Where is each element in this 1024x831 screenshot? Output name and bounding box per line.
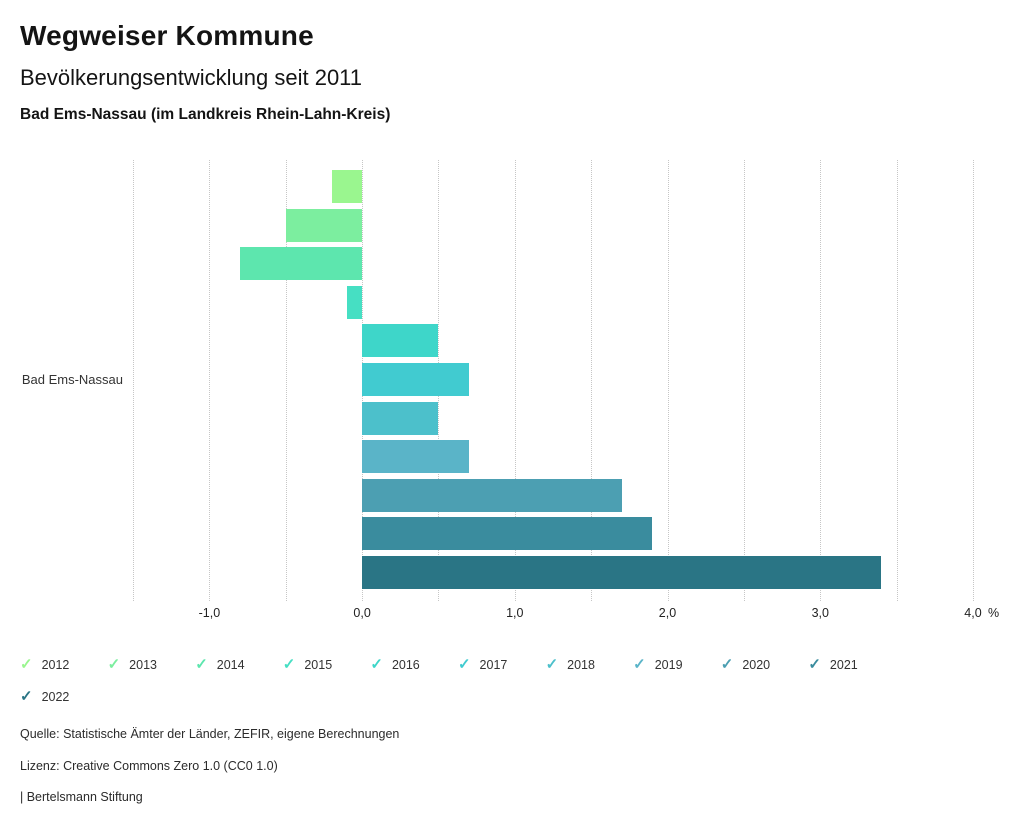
x-tick-label: 2,0 bbox=[658, 606, 677, 620]
legend-item-2019[interactable]: ✓ 2019 bbox=[633, 656, 721, 673]
legend-item-2012[interactable]: ✓ 2012 bbox=[20, 656, 108, 673]
checkmark-icon: ✓ bbox=[720, 656, 734, 673]
legend-year-label: 2015 bbox=[304, 657, 333, 672]
legend-year-label: 2018 bbox=[567, 657, 595, 672]
legend-year-label: 2021 bbox=[829, 657, 858, 672]
app-title: Wegweiser Kommune bbox=[20, 20, 314, 51]
checkmark-icon: ✓ bbox=[20, 656, 33, 673]
checkmark-icon: ✓ bbox=[545, 656, 559, 673]
legend-item-2017[interactable]: ✓ 2017 bbox=[458, 656, 546, 673]
x-tick-label: 0,0 bbox=[353, 606, 371, 620]
checkmark-icon: ✓ bbox=[195, 656, 208, 673]
legend-item-2014[interactable]: ✓ 2014 bbox=[195, 656, 283, 673]
legend-year-label: 2020 bbox=[742, 657, 771, 672]
bar-2013[interactable] bbox=[285, 208, 363, 242]
y-axis-category-label: Bad Ems-Nassau bbox=[21, 372, 123, 387]
gridline bbox=[133, 160, 134, 601]
legend-year-label: 2016 bbox=[391, 657, 420, 672]
legend-year-label: 2014 bbox=[216, 657, 245, 672]
gridline bbox=[973, 160, 974, 601]
plot-area bbox=[133, 160, 974, 601]
x-tick-label: 4,0 bbox=[964, 606, 982, 620]
x-axis: % -1,0 0,0 1,0 2,0 3,0 4,0 bbox=[0, 606, 1024, 624]
checkmark-icon: ✓ bbox=[633, 656, 646, 673]
checkmark-icon: ✓ bbox=[457, 656, 471, 673]
legend: ✓ 2012 ✓ 2013 ✓ 2014 ✓ 2015 ✓ 2016 ✓ 2017 ✓ 2018 ✓ 2019… bbox=[20, 656, 920, 705]
x-tick-label: -1,0 bbox=[198, 606, 221, 620]
legend-year-label: 2019 bbox=[654, 657, 683, 672]
bar-2012[interactable] bbox=[331, 170, 363, 203]
bar-2016[interactable] bbox=[362, 324, 439, 358]
bar-2015[interactable] bbox=[346, 285, 363, 319]
checkmark-icon: ✓ bbox=[20, 688, 33, 705]
legend-item-2020[interactable]: ✓ 2020 bbox=[721, 656, 809, 673]
gridline bbox=[285, 160, 287, 601]
bar-2021[interactable] bbox=[362, 517, 653, 551]
legend-year-label: 2017 bbox=[479, 657, 508, 672]
bar-2020[interactable] bbox=[362, 478, 622, 512]
x-tick-label: 3,0 bbox=[811, 606, 829, 620]
bar-2018[interactable] bbox=[362, 401, 439, 435]
gridline bbox=[820, 160, 822, 601]
x-axis-unit-label: % bbox=[988, 606, 1000, 620]
checkmark-icon: ✓ bbox=[370, 656, 383, 673]
legend-item-2022[interactable]: ✓ 2022 bbox=[20, 688, 108, 705]
bar-2019[interactable] bbox=[362, 440, 469, 474]
chart-subtitle: Bad Ems-Nassau (im Landkreis Rhein-Lahn-… bbox=[20, 106, 391, 123]
checkmark-icon: ✓ bbox=[808, 656, 821, 673]
legend-item-2016[interactable]: ✓ 2016 bbox=[370, 656, 458, 673]
legend-year-label: 2012 bbox=[41, 657, 70, 672]
gridline bbox=[896, 160, 898, 601]
chart-title: Bevölkerungsentwicklung seit 2011 bbox=[20, 65, 363, 90]
legend-item-2018[interactable]: ✓ 2018 bbox=[546, 656, 634, 673]
bar-2017[interactable] bbox=[362, 363, 469, 396]
legend-year-label: 2022 bbox=[41, 689, 70, 704]
legend-item-2015[interactable]: ✓ 2015 bbox=[283, 656, 371, 673]
source-note: Quelle: Statistische Ämter der Länder, Z… bbox=[20, 727, 400, 741]
gridline bbox=[667, 160, 669, 601]
gridline bbox=[514, 160, 516, 601]
bar-2014[interactable] bbox=[239, 247, 363, 281]
gridline bbox=[591, 160, 593, 601]
attribution-note: | Bertelsmann Stiftung bbox=[20, 790, 143, 804]
checkmark-icon: ✓ bbox=[107, 656, 121, 673]
legend-item-2021[interactable]: ✓ 2021 bbox=[808, 656, 896, 673]
bar-2022[interactable] bbox=[362, 556, 882, 589]
legend-year-label: 2013 bbox=[129, 657, 157, 672]
x-tick-label: 1,0 bbox=[506, 606, 524, 620]
legend-item-2013[interactable]: ✓ 2013 bbox=[108, 656, 196, 673]
gridline bbox=[209, 160, 211, 601]
checkmark-icon: ✓ bbox=[282, 656, 296, 673]
license-note: Lizenz: Creative Commons Zero 1.0 (CC0 1… bbox=[20, 759, 278, 773]
gridline bbox=[743, 160, 745, 601]
